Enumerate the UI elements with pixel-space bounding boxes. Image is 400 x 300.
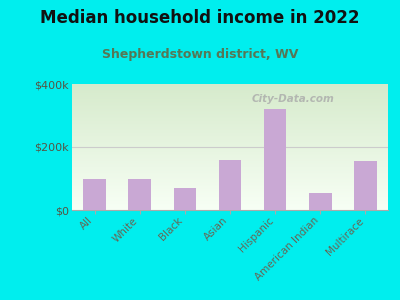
Text: Shepherdstown district, WV: Shepherdstown district, WV — [102, 48, 298, 61]
Bar — [309, 193, 332, 210]
Bar — [128, 178, 151, 210]
Bar — [174, 188, 196, 210]
Text: City-Data.com: City-Data.com — [252, 94, 334, 104]
Bar — [354, 161, 377, 210]
Bar — [264, 109, 286, 210]
Text: Median household income in 2022: Median household income in 2022 — [40, 9, 360, 27]
Bar — [83, 178, 106, 210]
Bar — [219, 160, 241, 210]
